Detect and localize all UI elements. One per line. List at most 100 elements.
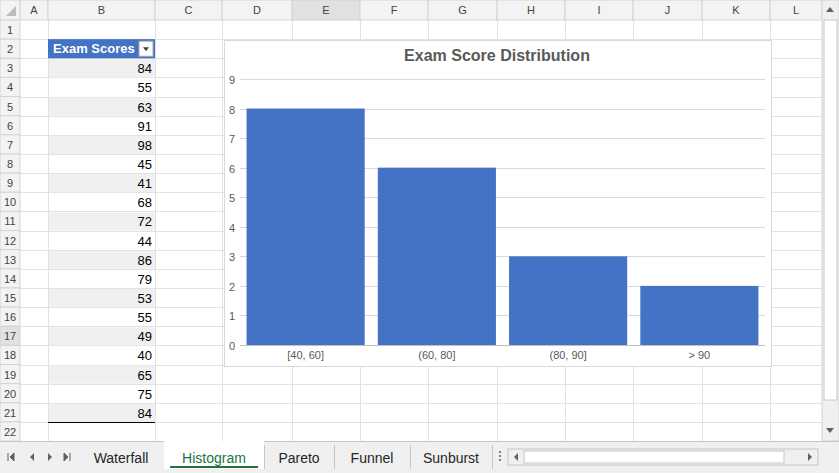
hscroll-track[interactable] — [508, 449, 818, 465]
row-header[interactable] — [0, 403, 20, 422]
filter-button[interactable] — [139, 41, 153, 56]
row-header[interactable] — [0, 365, 20, 384]
row-header[interactable] — [0, 97, 20, 116]
nav-prev[interactable] — [30, 453, 34, 461]
table-band — [49, 404, 155, 422]
table-value: 68 — [138, 195, 152, 210]
tab-separator — [410, 445, 411, 469]
vscroll-thumb[interactable] — [824, 20, 837, 400]
tab-bar-border — [0, 441, 839, 442]
row-header[interactable] — [0, 135, 20, 154]
vscroll-down[interactable] — [826, 428, 834, 433]
hscroll-left[interactable] — [514, 453, 518, 461]
cell-hline — [20, 384, 822, 385]
bar[interactable] — [509, 256, 627, 345]
row-label: 13 — [4, 254, 16, 266]
column-header[interactable] — [48, 0, 155, 20]
row-label: 5 — [7, 101, 13, 113]
row-header[interactable] — [0, 269, 20, 288]
row-header[interactable] — [0, 58, 20, 77]
tab-underline — [170, 466, 258, 468]
hscroll-right[interactable] — [808, 453, 812, 461]
sheet-tab[interactable]: Waterfall — [94, 450, 149, 466]
column-header[interactable] — [770, 0, 822, 20]
row-header[interactable] — [0, 422, 20, 441]
table-value: 75 — [138, 387, 152, 402]
table-value: 84 — [138, 406, 152, 421]
column-label: A — [30, 4, 38, 16]
y-tick-label: 2 — [229, 281, 235, 293]
row-header[interactable] — [0, 326, 20, 345]
row-header[interactable] — [0, 231, 20, 250]
row-label: 4 — [7, 81, 13, 93]
column-label: G — [458, 4, 467, 16]
column-label: C — [185, 4, 193, 16]
y-axis-line — [240, 79, 241, 345]
row-header[interactable] — [0, 39, 20, 58]
column-header[interactable] — [155, 0, 222, 20]
row-header[interactable] — [0, 250, 20, 269]
row-header[interactable] — [0, 307, 20, 326]
table-value: 91 — [138, 119, 152, 134]
table-value: 86 — [138, 253, 152, 268]
nav-first[interactable] — [8, 453, 14, 461]
select-all[interactable] — [0, 0, 20, 20]
chart-area[interactable] — [225, 41, 772, 367]
row-header[interactable] — [0, 173, 20, 192]
row-header[interactable] — [0, 77, 20, 96]
row-header[interactable] — [0, 288, 20, 307]
sheet-tab[interactable]: Pareto — [278, 450, 319, 466]
nav-next[interactable] — [48, 453, 52, 461]
nav-last[interactable] — [64, 453, 70, 461]
tab-more-dot — [499, 455, 501, 457]
hscroll-thumb[interactable] — [524, 451, 784, 463]
row-label: 16 — [4, 311, 16, 323]
column-header[interactable] — [633, 0, 702, 20]
sheet-tab[interactable]: Histogram — [182, 450, 246, 466]
table-band — [49, 212, 155, 230]
row-header[interactable] — [0, 345, 20, 364]
x-tick-label: (60, 80] — [418, 349, 455, 361]
tab-separator — [264, 445, 265, 469]
column-header[interactable] — [565, 0, 633, 20]
bar[interactable] — [640, 286, 758, 345]
vscroll-up[interactable] — [826, 7, 834, 12]
row-header[interactable] — [0, 384, 20, 403]
column-header[interactable] — [702, 0, 770, 20]
row-label: 1 — [7, 24, 13, 36]
chart: Exam Score Distribution0123456789[40, 60… — [225, 41, 772, 367]
sheet-tab[interactable]: Sunburst — [423, 450, 479, 466]
column-label: L — [793, 4, 799, 16]
y-tick-label: 7 — [229, 133, 235, 145]
row-label: 3 — [7, 62, 13, 74]
column-header[interactable] — [222, 0, 292, 20]
row-label: 8 — [7, 158, 13, 170]
column-header[interactable] — [428, 0, 497, 20]
bar[interactable] — [247, 109, 365, 345]
column-label: B — [98, 4, 105, 16]
row-header[interactable] — [0, 192, 20, 211]
select-all-icon — [6, 6, 16, 16]
tab-active-bg — [164, 441, 264, 469]
column-header[interactable] — [497, 0, 565, 20]
row-header[interactable] — [0, 116, 20, 135]
root: ABCDEFGHIJKL1234567891011121314151617181… — [0, 0, 839, 473]
table-value: 44 — [138, 234, 152, 249]
column-header[interactable] — [20, 0, 48, 20]
table-value: 63 — [138, 100, 152, 115]
column-header-bar — [0, 0, 822, 20]
table-header: Exam Scores — [53, 41, 135, 56]
page: {"chart_data": {"type": "bar", "title": … — [0, 0, 839, 473]
row-header[interactable] — [0, 154, 20, 173]
filter-arrow — [143, 47, 149, 51]
row-label: 11 — [4, 215, 15, 227]
table-value: 41 — [138, 176, 152, 191]
column-header[interactable] — [360, 0, 428, 20]
row-header[interactable] — [0, 211, 20, 230]
row-header[interactable] — [0, 20, 20, 39]
sheet-tab[interactable]: Funnel — [351, 450, 394, 466]
column-header[interactable] — [292, 0, 360, 20]
x-tick-label: > 90 — [689, 349, 711, 361]
bar[interactable] — [378, 168, 496, 345]
vscroll-track[interactable] — [822, 0, 839, 441]
